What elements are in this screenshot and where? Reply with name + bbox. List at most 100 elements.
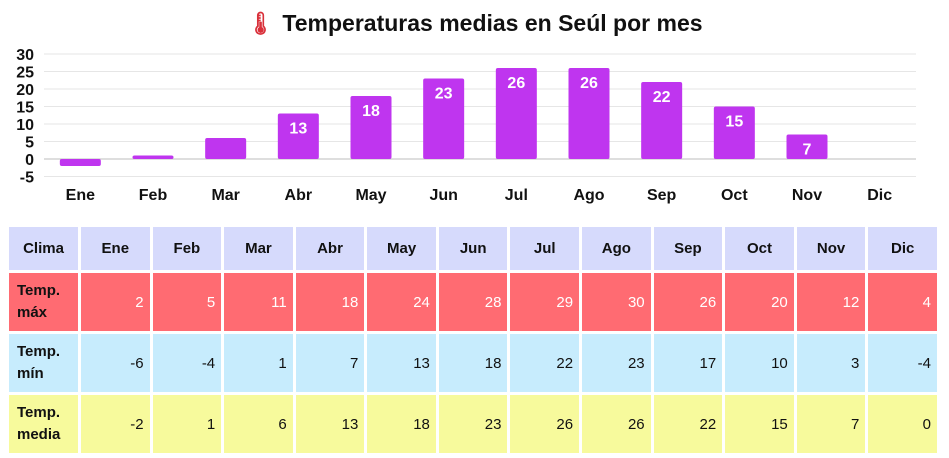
table-header-month: Jun bbox=[438, 227, 508, 270]
table-cell: 17 bbox=[653, 334, 723, 392]
table-header-clima: Clima bbox=[9, 227, 78, 270]
climate-table: Clima Ene Feb Mar Abr May Jun Jul Ago Sep Oct Nov D… bbox=[6, 224, 940, 456]
table-cell: 5 bbox=[152, 273, 222, 331]
row-label-line1: Temp. bbox=[17, 343, 61, 360]
table-cell: 10 bbox=[725, 334, 794, 392]
table-header-row: Clima Ene Feb Mar Abr May Jun Jul Ago Sep Oct Nov D… bbox=[9, 227, 937, 270]
data-label-ago: 26 bbox=[580, 75, 598, 92]
row-label-line1: Temp. bbox=[17, 282, 61, 299]
bar-abr bbox=[277, 113, 319, 159]
bar-mar bbox=[205, 138, 247, 159]
table-header-month: Nov bbox=[796, 227, 866, 270]
table-cell: 0 bbox=[868, 395, 937, 453]
table-cell: 15 bbox=[725, 395, 794, 453]
bar-jul bbox=[495, 68, 537, 159]
y-tick-label: 25 bbox=[16, 65, 34, 82]
table-cell: 18 bbox=[367, 395, 436, 453]
x-tick-label-sep: Sep bbox=[647, 187, 677, 204]
bar-oct bbox=[713, 106, 755, 159]
row-label-line1: Temp. bbox=[17, 404, 61, 421]
table-header-month: Ago bbox=[582, 227, 651, 270]
y-tick-label: -5 bbox=[20, 170, 34, 187]
table-cell: 13 bbox=[367, 334, 436, 392]
table-row-avg: Temp. media -2 1 6 13 18 23 26 26 22 15 7 0 bbox=[9, 395, 937, 453]
bar-feb bbox=[132, 155, 174, 159]
table-cell: 30 bbox=[582, 273, 651, 331]
table-cell: 28 bbox=[438, 273, 508, 331]
table-header-month: Abr bbox=[295, 227, 365, 270]
table-cell: 2 bbox=[81, 273, 150, 331]
x-tick-label-abr: Abr bbox=[285, 187, 313, 204]
bar-sep bbox=[641, 82, 683, 159]
data-label-abr: 13 bbox=[289, 121, 307, 138]
table-cell: 24 bbox=[367, 273, 436, 331]
bar-ago bbox=[568, 68, 610, 159]
table-header-month: Oct bbox=[725, 227, 794, 270]
x-tick-label-oct: Oct bbox=[721, 187, 748, 204]
data-label-sep: 22 bbox=[653, 89, 671, 106]
table-cell: 1 bbox=[152, 395, 222, 453]
data-label-oct: 15 bbox=[725, 114, 743, 131]
table-row-max: Temp. máx 2 5 11 18 24 28 29 30 26 20 12 4 bbox=[9, 273, 937, 331]
table-header-month: Sep bbox=[653, 227, 723, 270]
y-tick-label: 0 bbox=[25, 152, 34, 169]
x-tick-label-ago: Ago bbox=[573, 187, 604, 204]
table-header-month: Jul bbox=[510, 227, 580, 270]
chart-title: 🌡 Temperaturas medias en Seúl por mes bbox=[0, 10, 949, 37]
row-label-min: Temp. mín bbox=[9, 334, 78, 392]
table-cell: 6 bbox=[224, 395, 293, 453]
y-tick-label: 20 bbox=[16, 82, 34, 99]
row-label-line2: media bbox=[17, 426, 61, 443]
x-tick-label-ene: Ene bbox=[66, 187, 95, 204]
table-cell: 29 bbox=[510, 273, 580, 331]
x-tick-label-nov: Nov bbox=[792, 187, 822, 204]
bar-ene bbox=[59, 159, 101, 166]
table-cell: 23 bbox=[438, 395, 508, 453]
table-header-month: Ene bbox=[81, 227, 150, 270]
data-label-jun: 23 bbox=[435, 86, 453, 103]
row-label-line2: mín bbox=[17, 365, 44, 382]
table-header-month: Dic bbox=[868, 227, 937, 270]
thermometer-icon: 🌡 bbox=[246, 11, 275, 36]
x-tick-label-may: May bbox=[355, 187, 386, 204]
table-cell: 18 bbox=[295, 273, 365, 331]
table-cell: -6 bbox=[81, 334, 150, 392]
bar-nov bbox=[786, 134, 828, 159]
table-cell: 18 bbox=[438, 334, 508, 392]
data-label-jul: 26 bbox=[507, 75, 525, 92]
table-cell: 22 bbox=[510, 334, 580, 392]
data-label-nov: 7 bbox=[803, 142, 812, 159]
row-label-max: Temp. máx bbox=[9, 273, 78, 331]
y-tick-label: 15 bbox=[16, 100, 34, 117]
x-tick-label-feb: Feb bbox=[139, 187, 168, 204]
table-cell: 3 bbox=[796, 334, 866, 392]
y-tick-label: 30 bbox=[16, 47, 34, 64]
x-tick-label-jul: Jul bbox=[505, 187, 528, 204]
table-cell: 22 bbox=[653, 395, 723, 453]
table-cell: 13 bbox=[295, 395, 365, 453]
table-cell: 12 bbox=[796, 273, 866, 331]
x-tick-label-jun: Jun bbox=[429, 187, 457, 204]
table-cell: 4 bbox=[868, 273, 937, 331]
x-tick-label-mar: Mar bbox=[211, 187, 239, 204]
table-cell: -4 bbox=[868, 334, 937, 392]
table-header-month: May bbox=[367, 227, 436, 270]
table-header-month: Feb bbox=[152, 227, 222, 270]
table-header-month: Mar bbox=[224, 227, 293, 270]
row-label-avg: Temp. media bbox=[9, 395, 78, 453]
table-cell: 26 bbox=[582, 395, 651, 453]
table-cell: 26 bbox=[653, 273, 723, 331]
table-cell: -2 bbox=[81, 395, 150, 453]
table-cell: 7 bbox=[796, 395, 866, 453]
table-cell: -4 bbox=[152, 334, 222, 392]
x-tick-label-dic: Dic bbox=[867, 187, 892, 204]
table-cell: 20 bbox=[725, 273, 794, 331]
table-cell: 11 bbox=[224, 273, 293, 331]
table-cell: 26 bbox=[510, 395, 580, 453]
bar-may bbox=[350, 96, 392, 159]
table-cell: 23 bbox=[582, 334, 651, 392]
chart-title-text: Temperaturas medias en Seúl por mes bbox=[282, 10, 703, 36]
y-tick-label: 10 bbox=[16, 117, 34, 134]
y-tick-label: 5 bbox=[25, 135, 34, 152]
